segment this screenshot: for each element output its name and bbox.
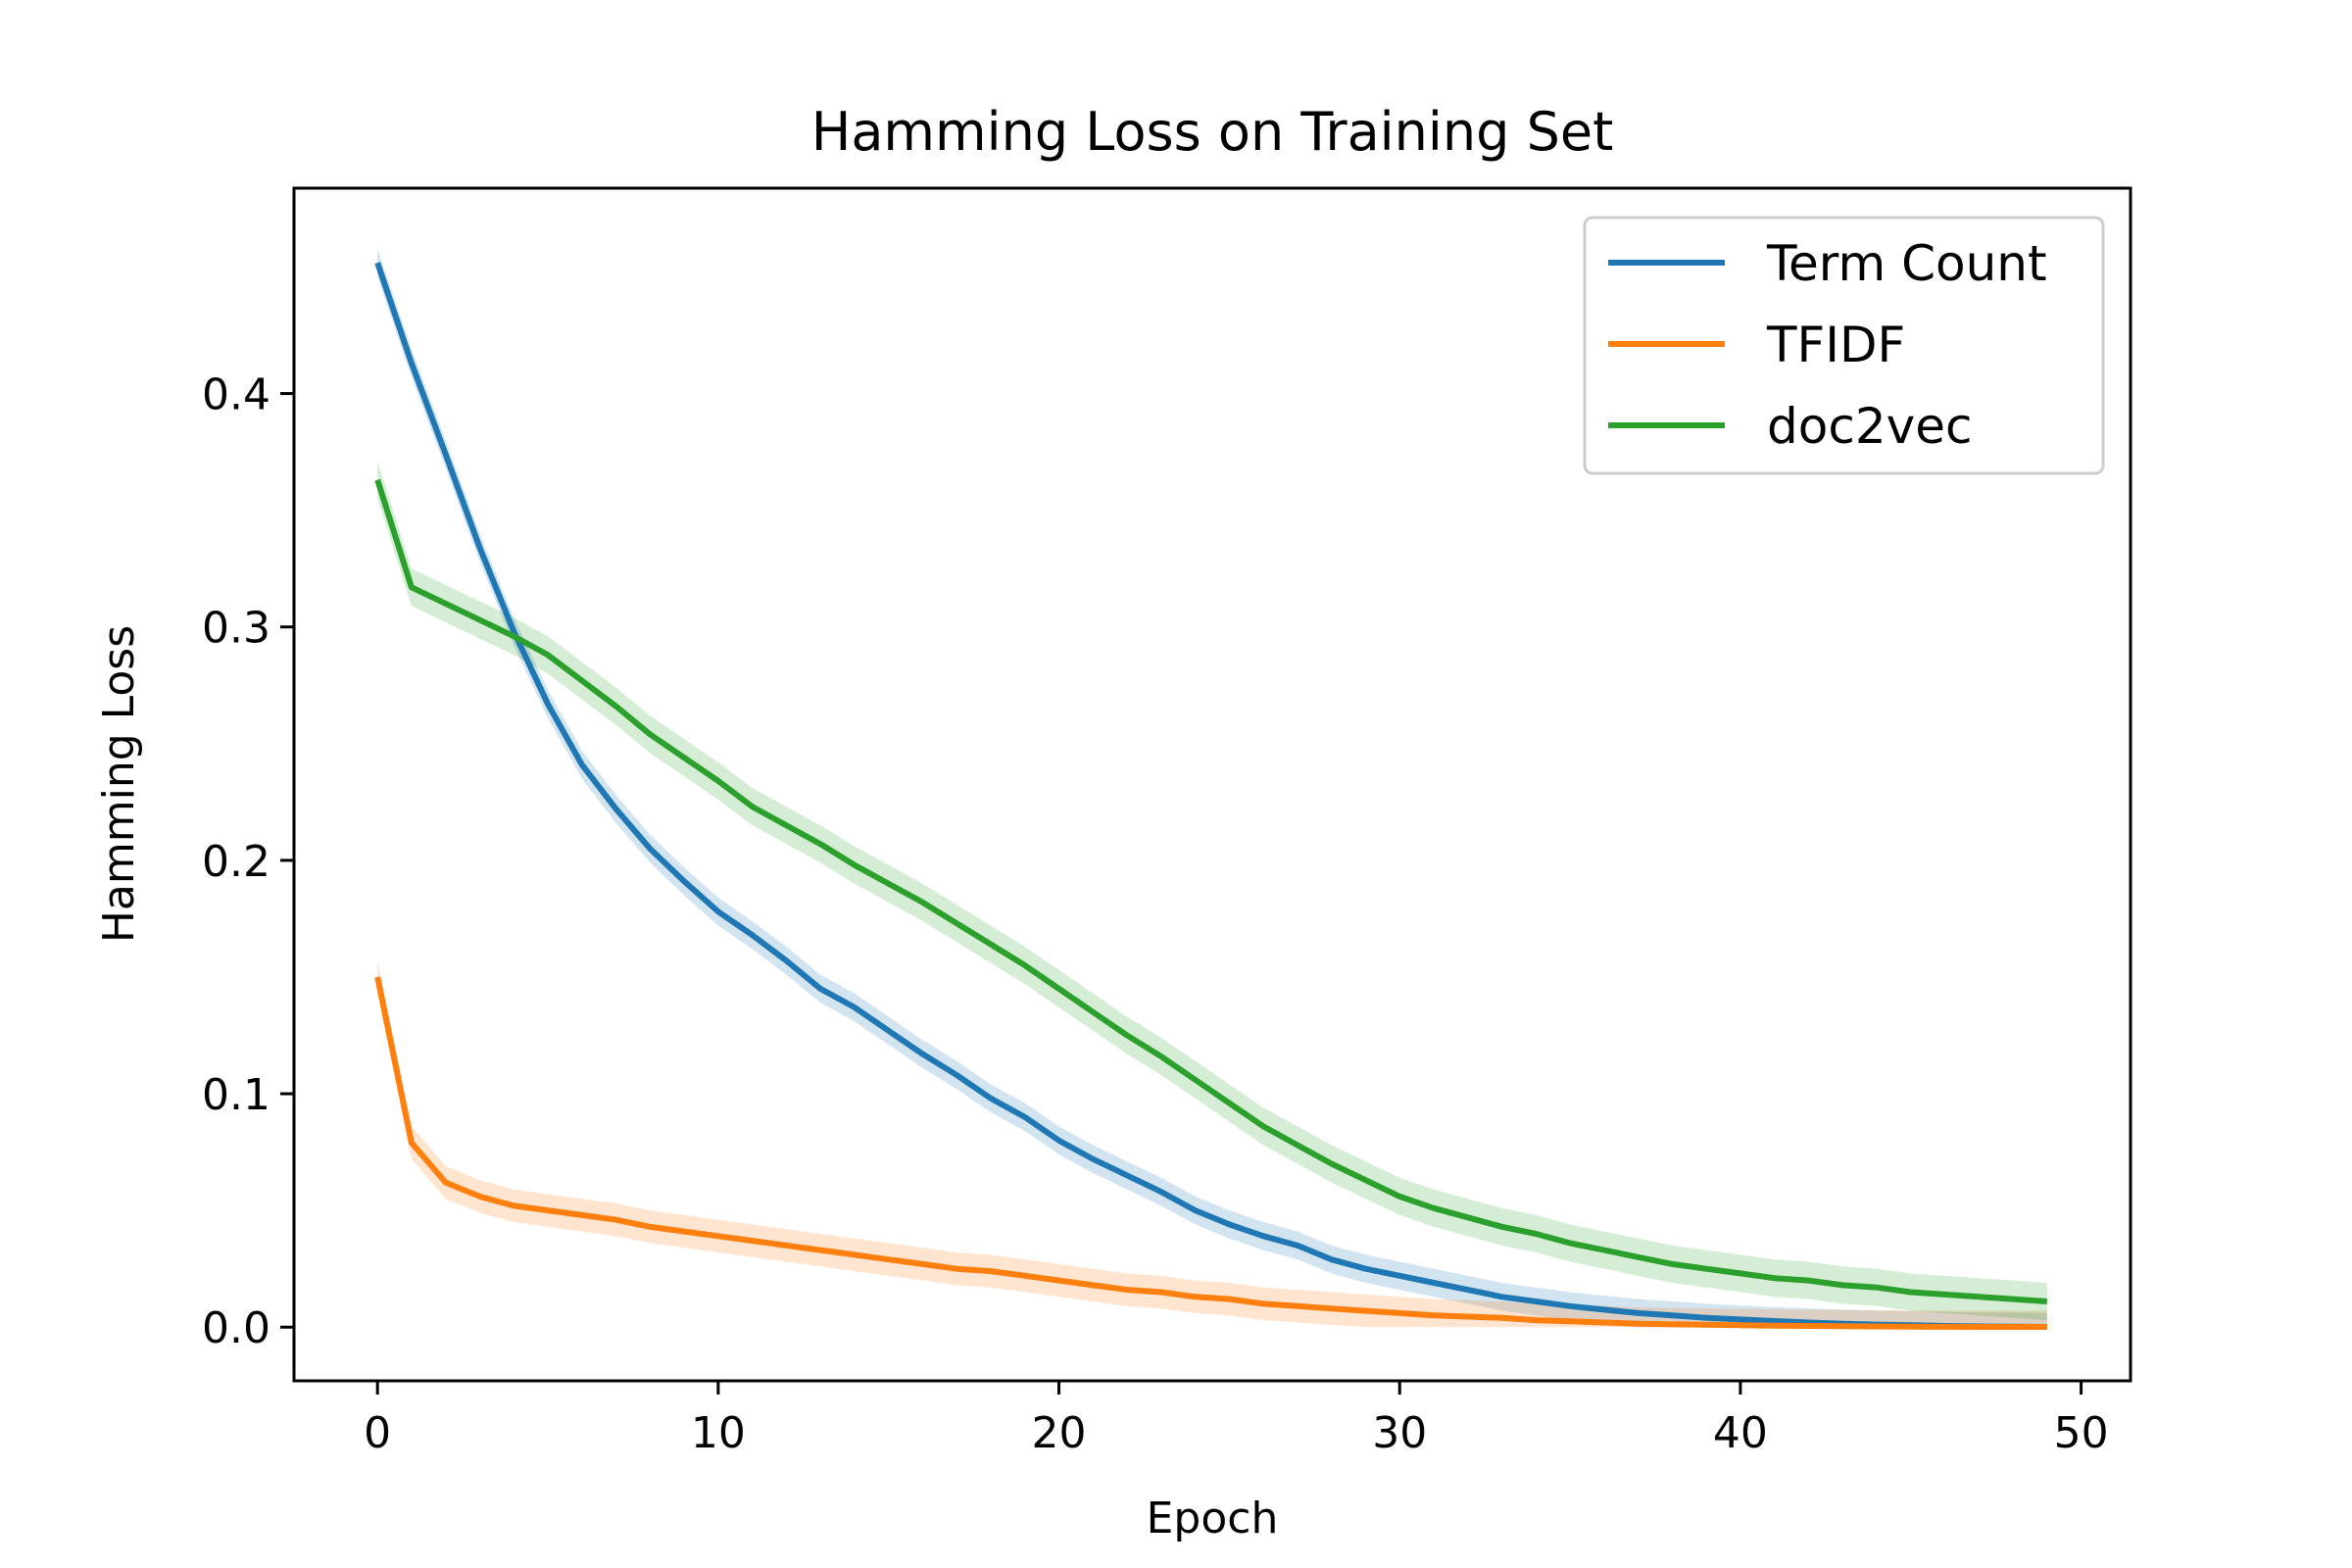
y-tick-label: 0.3 <box>202 604 270 654</box>
y-tick-label: 0.1 <box>202 1070 270 1120</box>
legend-label-term-count: Term Count <box>1766 235 2047 292</box>
series-lines <box>374 262 2048 1330</box>
series-line-tfidf <box>374 976 2047 1330</box>
legend-label-tfidf: TFIDF <box>1766 317 1905 373</box>
series-line-doc2vec <box>374 478 2048 1304</box>
x-tick-label: 20 <box>1032 1408 1087 1458</box>
x-tick-label: 10 <box>691 1408 746 1458</box>
legend-box <box>1583 216 2105 475</box>
x-tick-label: 0 <box>364 1408 391 1458</box>
legend-label-doc2vec: doc2vec <box>1767 398 1972 455</box>
legend: Term Count TFIDF doc2vec <box>1583 216 2105 475</box>
x-axis-label: Epoch <box>1147 1494 1279 1544</box>
x-tick-label: 30 <box>1372 1408 1427 1458</box>
series-line-term-count <box>374 262 2047 1330</box>
x-tick-label: 50 <box>2054 1408 2109 1458</box>
plot-area-frame <box>292 186 2132 1383</box>
band-doc2vec <box>377 461 2047 1321</box>
y-tick-label: 0.2 <box>202 837 270 887</box>
y-tick-label: 0.0 <box>202 1303 270 1353</box>
y-tick-label: 0.4 <box>202 370 270 420</box>
y-axis-ticks: 0.0 0.1 0.2 0.3 0.4 <box>202 370 294 1353</box>
x-tick-label: 40 <box>1713 1408 1768 1458</box>
confidence-bands <box>377 248 2047 1328</box>
chart-title: Hamming Loss on Training Set <box>811 101 1614 163</box>
x-axis-ticks: 0 10 20 30 40 50 <box>364 1381 2109 1458</box>
y-axis-label: Hamming Loss <box>94 625 144 943</box>
band-tfidf <box>377 960 2047 1328</box>
